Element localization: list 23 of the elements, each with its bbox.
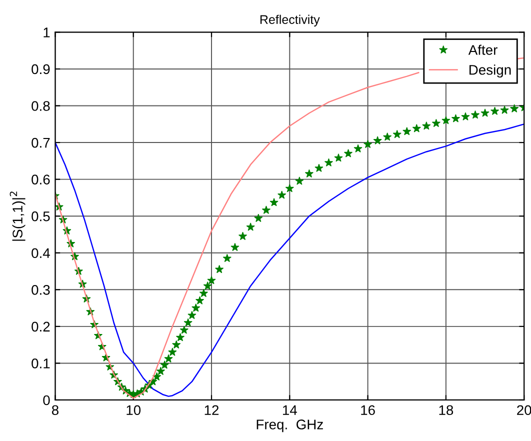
y-tick-label: 0.7 [32, 138, 50, 148]
y-tick-label: 0.4 [32, 248, 50, 258]
y-tick-label: 0.6 [32, 174, 50, 184]
y-tick-label: 0.1 [32, 358, 50, 368]
y-tick-label: 0.3 [32, 284, 50, 295]
series-label: Design [470, 64, 511, 78]
x-tick-label: 10 [126, 405, 141, 416]
y-tick-label: 0.9 [32, 64, 50, 74]
x-axis-title: Freq. GHz [256, 420, 323, 432]
x-tick-label: 20 [517, 405, 531, 416]
y-tick-label: 0.8 [32, 101, 50, 111]
y-tick-label: 1 [44, 28, 50, 38]
x-tick-label: 14 [282, 405, 297, 415]
y-tick-label: 0.2 [32, 322, 50, 332]
x-tick-label: 8 [52, 405, 58, 416]
x-tick-label: 18 [439, 405, 454, 416]
y-tick-label: 0 [43, 395, 50, 406]
x-tick-label: 12 [204, 405, 219, 415]
legend-label: After [468, 44, 498, 55]
chart-title: Reflectivity [260, 14, 320, 26]
y-tick-label: 0.5 [32, 211, 50, 222]
y-axis-title: |S(1,1)|$^{2}$ [10, 192, 26, 241]
x-tick-label: 16 [361, 405, 375, 416]
